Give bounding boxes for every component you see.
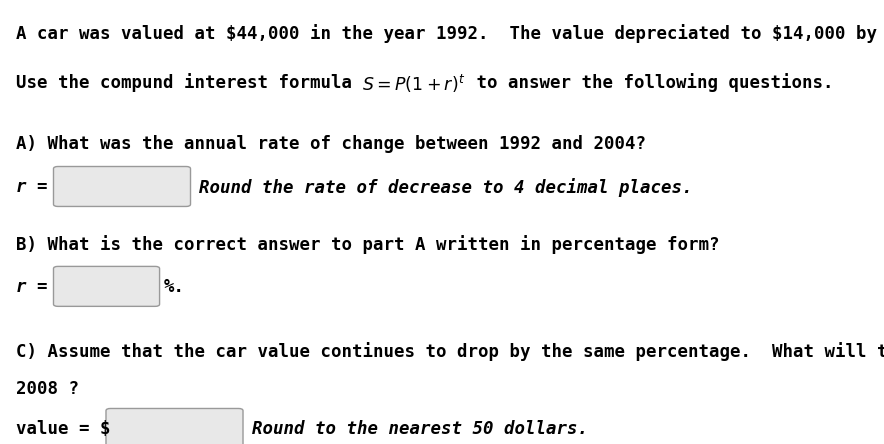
Text: 2008 ?: 2008 ? — [16, 380, 79, 398]
FancyBboxPatch shape — [106, 408, 243, 444]
Text: Round to the nearest 50 dollars.: Round to the nearest 50 dollars. — [252, 420, 588, 438]
Text: C) Assume that the car value continues to drop by the same percentage.  What wil: C) Assume that the car value continues t… — [16, 342, 884, 361]
Text: r =: r = — [16, 278, 58, 296]
Text: to answer the following questions.: to answer the following questions. — [466, 73, 833, 92]
FancyBboxPatch shape — [54, 166, 191, 206]
Text: Use the compund interest formula: Use the compund interest formula — [16, 73, 362, 92]
Text: value = $: value = $ — [16, 420, 110, 438]
Text: A) What was the annual rate of change between 1992 and 2004?: A) What was the annual rate of change be… — [16, 135, 646, 154]
Text: %.: %. — [164, 278, 185, 296]
Text: B) What is the correct answer to part A written in percentage form?: B) What is the correct answer to part A … — [16, 235, 720, 254]
Text: $S = P(1 + r)^{t}$: $S = P(1 + r)^{t}$ — [362, 73, 466, 95]
Text: r =: r = — [16, 178, 58, 196]
Text: Round the rate of decrease to 4 decimal places.: Round the rate of decrease to 4 decimal … — [200, 178, 693, 197]
FancyBboxPatch shape — [54, 266, 160, 306]
Text: A car was valued at \$44,000 in the year 1992.  The value depreciated to \$14,00: A car was valued at \$44,000 in the year… — [16, 24, 884, 44]
